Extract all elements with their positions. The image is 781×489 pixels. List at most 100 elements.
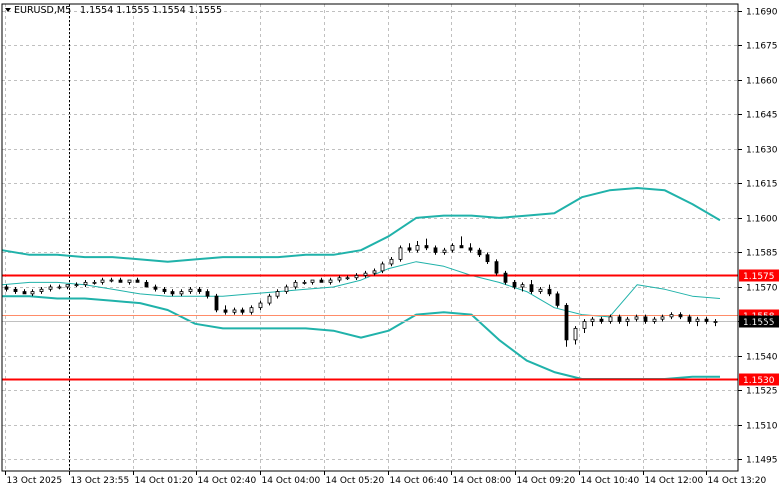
candle[interactable] [232,307,237,315]
candle[interactable] [48,284,53,292]
candle[interactable] [573,326,578,345]
candle[interactable] [249,305,254,315]
candle[interactable] [608,314,613,324]
candle[interactable] [223,305,228,315]
candle[interactable] [345,275,350,281]
candle[interactable] [617,314,622,324]
candle[interactable] [144,280,149,288]
candle[interactable] [503,270,508,285]
y-tick-label: 1.1675 [746,42,778,52]
candle[interactable] [293,280,298,290]
candle[interactable] [13,286,18,294]
candle[interactable] [599,316,604,324]
candle[interactable] [328,277,333,285]
candle-body [310,279,315,283]
candle-body [652,318,657,322]
candle[interactable] [188,286,193,294]
candle[interactable] [643,314,648,324]
candle[interactable] [564,303,569,347]
price-tag-red: 1.1575 [739,269,779,282]
candle[interactable] [380,261,385,274]
candle[interactable] [669,312,674,320]
candle[interactable] [135,277,140,283]
candle-body [660,316,665,320]
candle[interactable] [442,247,447,255]
candle[interactable] [354,273,359,281]
candle[interactable] [310,279,315,285]
candle[interactable] [555,291,560,308]
candle[interactable] [319,277,324,283]
candle[interactable] [529,280,534,294]
candle[interactable] [4,284,9,292]
chart-menu-triangle-icon[interactable] [5,8,11,12]
candle[interactable] [302,280,307,285]
candle[interactable] [162,286,167,294]
candle-body [485,254,490,263]
candle[interactable] [22,289,27,295]
candle[interactable] [582,319,587,333]
candle[interactable] [547,284,552,297]
candle[interactable] [538,286,543,294]
candle[interactable] [337,275,342,283]
candle[interactable] [92,280,97,285]
candle[interactable] [652,316,657,324]
candle[interactable] [127,279,132,285]
candle[interactable] [634,314,639,322]
candle[interactable] [83,280,88,287]
candle[interactable] [214,293,219,313]
candle[interactable] [275,289,280,299]
candle[interactable] [477,247,482,258]
candle[interactable] [512,280,517,290]
candle[interactable] [485,252,490,264]
candle[interactable] [459,236,464,249]
candle[interactable] [30,289,35,297]
candle[interactable] [65,284,70,290]
candle[interactable] [424,238,429,251]
candle[interactable] [100,277,105,285]
candle[interactable] [240,307,245,315]
candle[interactable] [363,270,368,278]
candle[interactable] [590,316,595,327]
candle[interactable] [687,314,692,324]
candle[interactable] [39,286,44,294]
candle[interactable] [450,243,455,253]
candle[interactable] [660,314,665,322]
candle[interactable] [678,312,683,320]
candle-body [354,275,359,279]
candle[interactable] [494,259,499,276]
candle[interactable] [57,284,62,290]
candle[interactable] [695,316,700,327]
candle[interactable] [433,245,438,255]
candle[interactable] [704,316,709,324]
candle[interactable] [625,316,630,327]
candle[interactable] [267,293,272,306]
candle[interactable] [713,319,718,327]
candle[interactable] [205,289,210,299]
y-tick-label: 1.1525 [746,387,778,397]
candle[interactable] [118,277,123,283]
candle[interactable] [74,282,79,287]
candle[interactable] [179,289,184,297]
candle[interactable] [398,245,403,262]
candle[interactable] [372,268,377,276]
candles[interactable] [4,236,718,347]
candle[interactable] [170,289,175,297]
candle[interactable] [520,282,525,292]
candle-body [564,304,569,341]
candle[interactable] [415,240,420,253]
candle[interactable] [284,284,289,294]
candle-body [284,286,289,292]
candle[interactable] [407,243,412,253]
candle[interactable] [197,286,202,294]
candle[interactable] [468,243,473,253]
candle[interactable] [153,284,158,292]
chart-header: EURUSD,M5 1.1554 1.1555 1.1554 1.1555 [5,5,222,16]
candle-body [529,284,534,292]
candle[interactable] [389,257,394,267]
candle[interactable] [109,277,114,283]
y-tick-label: 1.1660 [746,77,778,87]
candle-body [687,316,692,322]
candle[interactable] [258,300,263,310]
